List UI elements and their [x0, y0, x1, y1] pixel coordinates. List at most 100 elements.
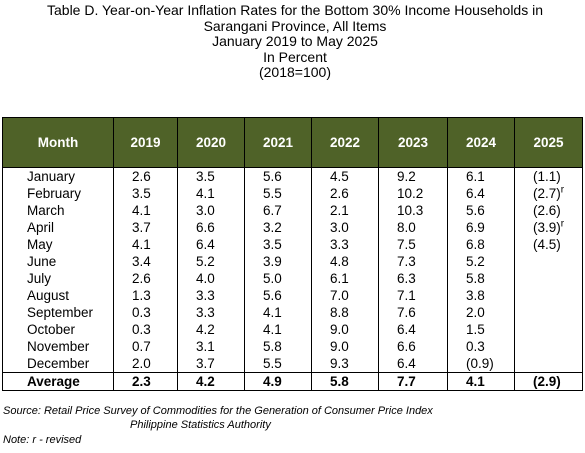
value-cell: 3.0: [311, 219, 379, 236]
value-cell: 3.5: [177, 167, 245, 185]
value-cell: 0.3: [113, 304, 178, 321]
value-cell: 3.8: [447, 287, 515, 304]
value-cell: [514, 338, 583, 355]
value-cell: 5.5: [244, 355, 312, 373]
value-cell: 7.5: [378, 236, 448, 253]
table-row: January 2.6 3.5 5.6 4.5 9.2 6.1 (1.1): [2, 167, 583, 185]
value-cell: 5.2: [177, 253, 245, 270]
average-row: Average 2.3 4.2 4.9 5.8 7.7 4.1 (2.9): [2, 372, 583, 391]
value-cell: 7.1: [378, 287, 448, 304]
average-cell: 4.1: [447, 372, 515, 391]
value-cell: 2.6: [113, 167, 178, 185]
average-cell: 4.9: [244, 372, 312, 391]
revised-mark: r: [560, 184, 565, 196]
column-header: 2024: [447, 117, 515, 168]
value-cell: 6.8: [447, 236, 515, 253]
value-cell: 3.9: [244, 253, 312, 270]
value-cell: 4.1: [244, 321, 312, 338]
value-cell: 4.1: [113, 202, 178, 219]
column-header: 2022: [311, 117, 379, 168]
value-cell: 6.9: [447, 219, 515, 236]
value-cell: 2.0: [447, 304, 515, 321]
value-cell: 3.7: [113, 219, 178, 236]
average-cell: 5.8: [311, 372, 379, 391]
value-cell: 3.1: [177, 338, 245, 355]
value-cell: 6.1: [447, 167, 515, 185]
table-row: March 4.1 3.0 6.7 2.1 10.3 5.6 (2.6): [2, 202, 583, 219]
value-cell: (0.9): [447, 355, 515, 373]
value-cell: 5.2: [447, 253, 515, 270]
value-cell: 4.1: [244, 304, 312, 321]
value-cell: 4.5: [311, 167, 379, 185]
table-row: May 4.1 6.4 3.5 3.3 7.5 6.8 (4.5): [2, 236, 583, 253]
month-cell: August: [2, 287, 114, 304]
month-cell: March: [2, 202, 114, 219]
table-row: April 3.7 6.6 3.2 3.0 8.0 6.9 (3.9)r: [2, 218, 583, 236]
column-header: 2019: [113, 117, 178, 168]
value-cell: (1.1): [514, 167, 583, 185]
value-cell: 5.6: [447, 202, 515, 219]
table-row: October 0.3 4.2 4.1 9.0 6.4 1.5: [2, 321, 583, 338]
source: Source: Retail Price Survey of Commoditi…: [3, 405, 433, 417]
value-cell: (4.5): [514, 236, 583, 253]
value-cell: [514, 253, 583, 270]
value-cell: 7.6: [378, 304, 448, 321]
value-cell: [514, 355, 583, 373]
value-cell: 9.3: [311, 355, 379, 373]
value-cell: 3.0: [177, 202, 245, 219]
value-cell: 1.3: [113, 287, 178, 304]
value-cell: 0.7: [113, 338, 178, 355]
value-cell: 6.4: [447, 185, 515, 202]
table-row: December 2.0 3.7 5.5 9.3 6.4 (0.9): [2, 355, 583, 373]
value-cell: 6.6: [378, 338, 448, 355]
column-header: 2020: [177, 117, 245, 168]
value-cell: 4.2: [177, 321, 245, 338]
value-cell: 6.4: [177, 236, 245, 253]
value-cell: 8.0: [378, 219, 448, 236]
value-cell: [514, 287, 583, 304]
average-cell: 2.3: [113, 372, 178, 391]
value-cell: 5.6: [244, 167, 312, 185]
value-cell: 0.3: [113, 321, 178, 338]
value-cell: 5.5: [244, 185, 312, 202]
table-row: November 0.7 3.1 5.8 9.0 6.6 0.3: [2, 338, 583, 355]
month-cell: July: [2, 270, 114, 287]
table-row: September 0.3 3.3 4.1 8.8 7.6 2.0: [2, 304, 583, 321]
value-cell: 5.6: [244, 287, 312, 304]
month-cell: December: [2, 355, 114, 373]
value-cell: 2.6: [311, 185, 379, 202]
value-cell: (3.9)r: [514, 218, 583, 236]
column-header: 2023: [378, 117, 448, 168]
column-header: 2021: [244, 117, 312, 168]
month-cell: April: [2, 219, 114, 236]
note: Note: r - revised: [3, 434, 82, 446]
month-cell: February: [2, 185, 114, 202]
inflation-table: Month 2019 2020 2021 2022 2023 2024 2025 Januar…: [2, 117, 583, 391]
value-cell: 0.3: [447, 338, 515, 355]
column-header: Month: [2, 117, 114, 168]
value-cell: 3.5: [113, 185, 178, 202]
value-cell: [514, 304, 583, 321]
title-line: Sarangani Province, All Items: [203, 17, 387, 34]
revised-mark: r: [560, 218, 565, 230]
value-cell: 10.3: [378, 202, 448, 219]
value-cell: 6.4: [378, 355, 448, 373]
value-cell: 7.0: [311, 287, 379, 304]
value-cell: 3.3: [177, 304, 245, 321]
value-cell: 8.8: [311, 304, 379, 321]
value-cell: 3.5: [244, 236, 312, 253]
value-cell: (2.7)r: [514, 184, 583, 202]
value-cell: 5.8: [244, 338, 312, 355]
agency: Philippine Statistics Authority: [130, 419, 271, 431]
cell-text: (3.9): [533, 220, 561, 235]
title: Table D. Year-on-Year Inflation Rates fo…: [0, 2, 585, 81]
value-cell: 9.0: [311, 321, 379, 338]
value-cell: 4.8: [311, 253, 379, 270]
table-row: July 2.6 4.0 5.0 6.1 6.3 5.8: [2, 270, 583, 287]
value-cell: 3.2: [244, 219, 312, 236]
average-cell: 7.7: [378, 372, 448, 391]
value-cell: 6.7: [244, 202, 312, 219]
title-line: (2018=100): [258, 64, 331, 80]
average-label: Average: [2, 372, 114, 391]
